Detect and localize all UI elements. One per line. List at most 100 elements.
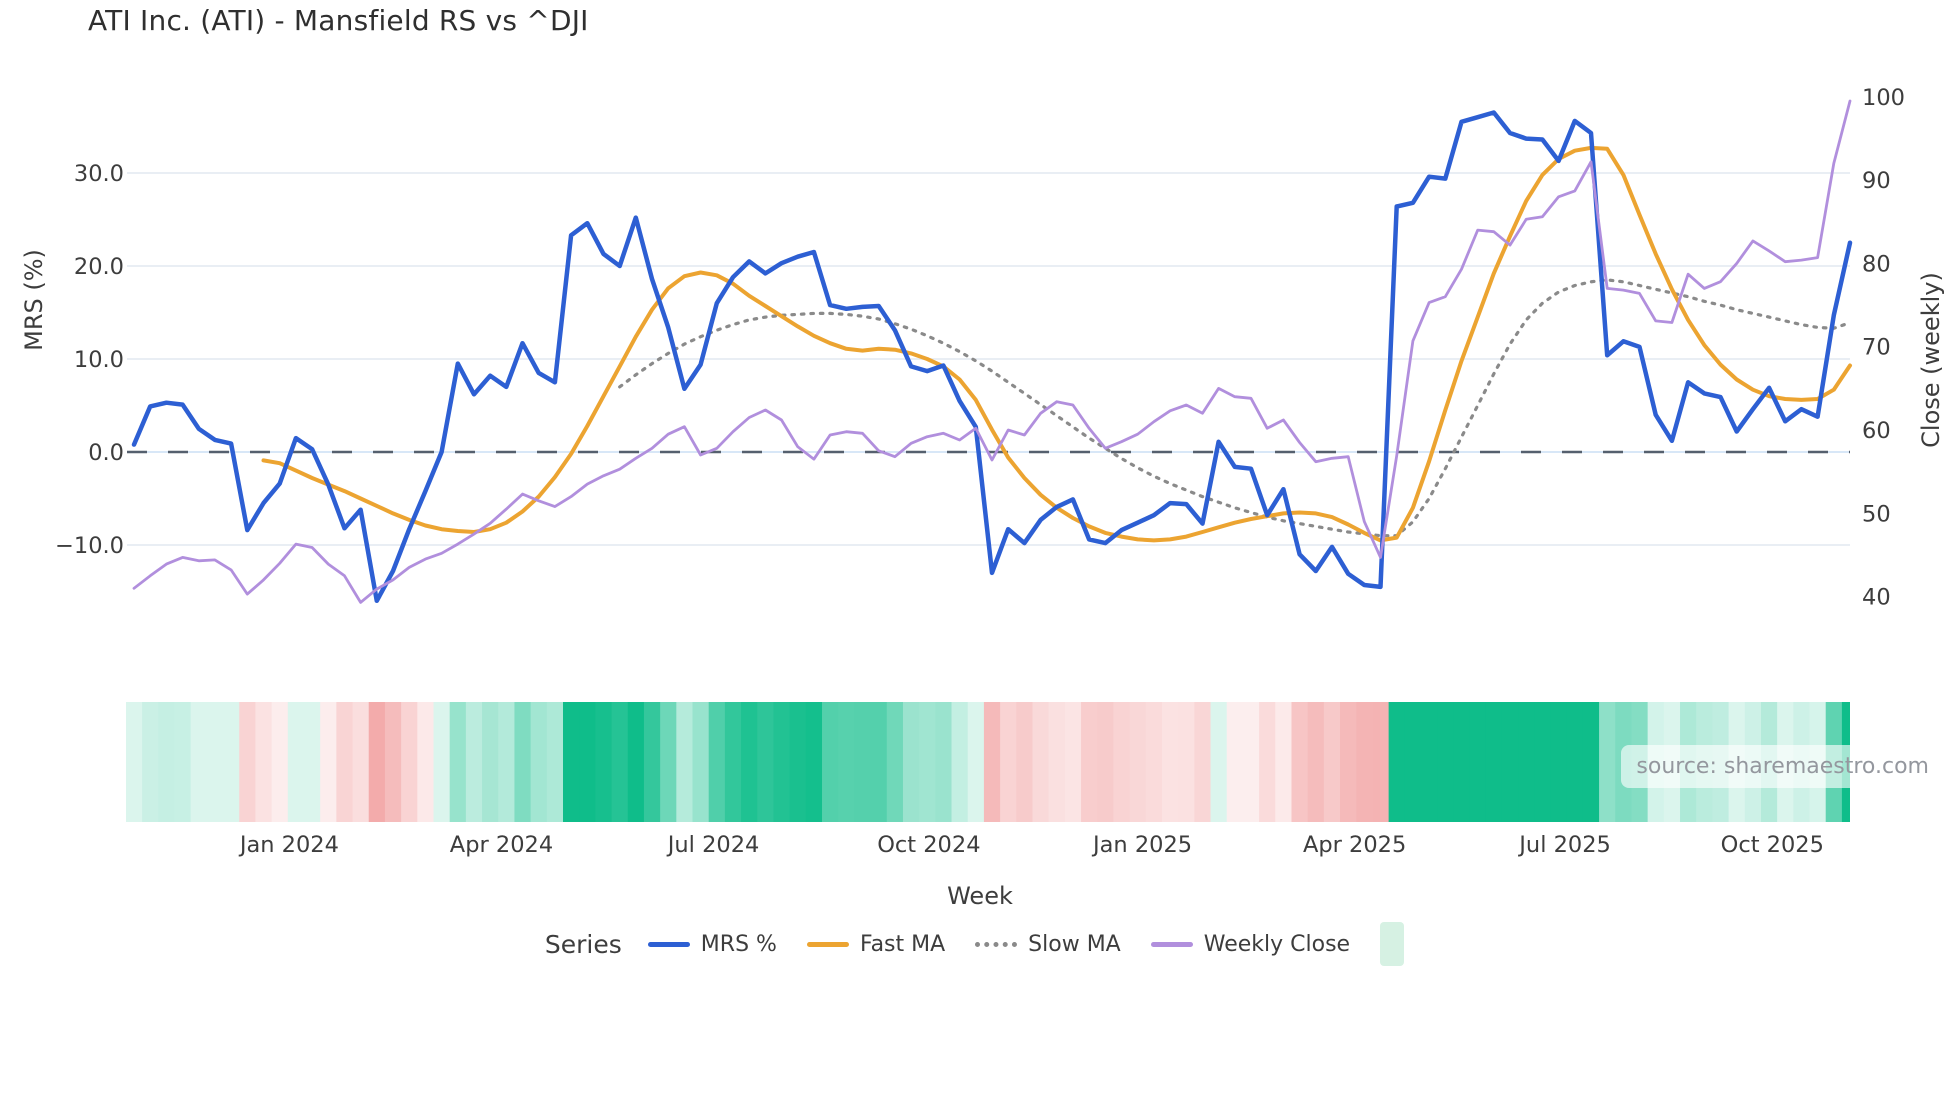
heatmap-cell bbox=[579, 702, 596, 822]
heatmap-cell bbox=[514, 702, 532, 822]
heatmap-cell bbox=[1307, 702, 1325, 822]
heatmap-cell bbox=[1113, 702, 1131, 822]
heatmap-cell bbox=[384, 702, 402, 822]
right-axis-tick-label: 90 bbox=[1862, 168, 1891, 194]
right-axis-tick-label: 50 bbox=[1862, 501, 1891, 527]
heatmap-cell bbox=[336, 702, 354, 822]
right-axis-tick-label: 70 bbox=[1862, 335, 1891, 361]
heatmap-cell bbox=[449, 702, 467, 822]
x-axis-tick-label: Jan 2024 bbox=[238, 832, 339, 858]
heatmap-cell bbox=[126, 702, 143, 822]
heatmap-cell bbox=[1566, 702, 1584, 822]
heatmap-cell bbox=[854, 702, 872, 822]
series-swatch-icon bbox=[806, 941, 849, 947]
heatmap-cell bbox=[1275, 702, 1293, 822]
heatmap-cell bbox=[206, 702, 224, 822]
heatmap-cell bbox=[433, 702, 451, 822]
legend-item-label: Weekly Close bbox=[1203, 931, 1351, 957]
legend-item-label: Fast MA bbox=[859, 931, 946, 957]
heatmap-cell bbox=[1259, 702, 1276, 822]
legend-title: Series bbox=[544, 929, 622, 959]
heatmap-cell bbox=[870, 702, 888, 822]
heatmap-cell bbox=[741, 702, 758, 822]
heatmap-cell bbox=[174, 702, 192, 822]
heatmap-cell bbox=[287, 702, 305, 822]
left-axis-tick-label: 0.0 bbox=[88, 440, 124, 466]
legend-item-slow-ma[interactable]: Slow MA bbox=[975, 932, 1121, 957]
x-axis-tick-label: Jul 2024 bbox=[666, 832, 760, 858]
heatmap-cell bbox=[1485, 702, 1503, 822]
series-swatch-icon bbox=[647, 941, 690, 947]
heatmap-cell bbox=[886, 702, 904, 822]
legend-item-fast-ma[interactable]: Fast MA bbox=[806, 931, 946, 957]
heatmap-cell bbox=[1437, 702, 1454, 822]
heatmap-cell bbox=[352, 702, 370, 822]
heatmap-cell bbox=[1518, 702, 1535, 822]
x-axis-tick-label: Jul 2025 bbox=[1517, 832, 1611, 858]
x-axis-tick-label: Oct 2025 bbox=[1721, 832, 1824, 858]
heatmap-cell bbox=[1501, 702, 1519, 822]
heatmap-cell bbox=[1469, 702, 1487, 822]
heatmap-cell bbox=[1048, 702, 1066, 822]
series-swatch-icon bbox=[975, 941, 1018, 947]
heatmap-cell bbox=[1453, 702, 1471, 822]
heatmap-cell bbox=[789, 702, 807, 822]
heatmap-cell bbox=[1534, 702, 1552, 822]
heatmap-cell bbox=[1064, 702, 1082, 822]
heatmap-cell bbox=[368, 702, 386, 822]
heatmap-cell bbox=[223, 702, 240, 822]
heatmap-cell bbox=[1145, 702, 1163, 822]
left-axis-title: MRS (%) bbox=[20, 249, 48, 351]
heatmap-cell bbox=[271, 702, 289, 822]
heatmap-cell bbox=[902, 702, 920, 822]
left-axis-tick-label: 10.0 bbox=[74, 347, 124, 373]
heatmap-strip bbox=[126, 702, 1850, 822]
heatmap-cell bbox=[1291, 702, 1309, 822]
heatmap-swatch-icon bbox=[1380, 922, 1405, 966]
heatmap-cell bbox=[660, 702, 677, 822]
legend-item-label: Slow MA bbox=[1028, 931, 1121, 957]
series-line-slow-ma bbox=[618, 278, 1852, 538]
series-swatch-icon bbox=[1150, 941, 1193, 947]
heatmap-cell bbox=[643, 702, 661, 822]
heatmap-cell bbox=[482, 702, 499, 822]
heatmap-cell bbox=[676, 702, 694, 822]
legend-item-weekly-close[interactable]: Weekly Close bbox=[1150, 931, 1351, 957]
right-axis-tick-label: 80 bbox=[1862, 251, 1891, 277]
heatmap-cell bbox=[465, 702, 483, 822]
heatmap-cell bbox=[611, 702, 629, 822]
heatmap-cell bbox=[530, 702, 548, 822]
legend-item-heatmap-swatch[interactable] bbox=[1380, 922, 1415, 966]
heatmap-cell bbox=[1161, 702, 1179, 822]
heatmap-cell bbox=[401, 702, 418, 822]
right-axis-tick-label: 100 bbox=[1862, 85, 1905, 111]
heatmap-cell bbox=[1032, 702, 1050, 822]
heatmap-cell bbox=[1372, 702, 1390, 822]
heatmap-cell bbox=[546, 702, 564, 822]
right-axis-title: Close (weekly) bbox=[1917, 272, 1945, 448]
heatmap-cell bbox=[1178, 702, 1195, 822]
heatmap-cell bbox=[1242, 702, 1260, 822]
x-axis-tick-label: Oct 2024 bbox=[877, 832, 980, 858]
heatmap-cell bbox=[1194, 702, 1212, 822]
series-line-mrs- bbox=[131, 110, 1853, 604]
heatmap-cell bbox=[692, 702, 710, 822]
heatmap-cell bbox=[158, 702, 176, 822]
legend-item-mrs-[interactable]: MRS % bbox=[647, 932, 777, 957]
series-line-fast-ma bbox=[261, 145, 1852, 543]
heatmap-cell bbox=[1388, 702, 1406, 822]
heatmap-cell bbox=[967, 702, 985, 822]
heatmap-cell bbox=[1210, 702, 1228, 822]
heatmap-cell bbox=[595, 702, 613, 822]
heatmap-cell bbox=[1404, 702, 1422, 822]
heatmap-cell bbox=[773, 702, 791, 822]
heatmap-cell bbox=[1356, 702, 1374, 822]
heatmap-cell bbox=[1129, 702, 1147, 822]
heatmap-cell bbox=[1550, 702, 1568, 822]
heatmap-cell bbox=[498, 702, 516, 822]
heatmap-cell bbox=[1081, 702, 1098, 822]
heatmap-cell bbox=[303, 702, 321, 822]
heatmap-cell bbox=[708, 702, 726, 822]
